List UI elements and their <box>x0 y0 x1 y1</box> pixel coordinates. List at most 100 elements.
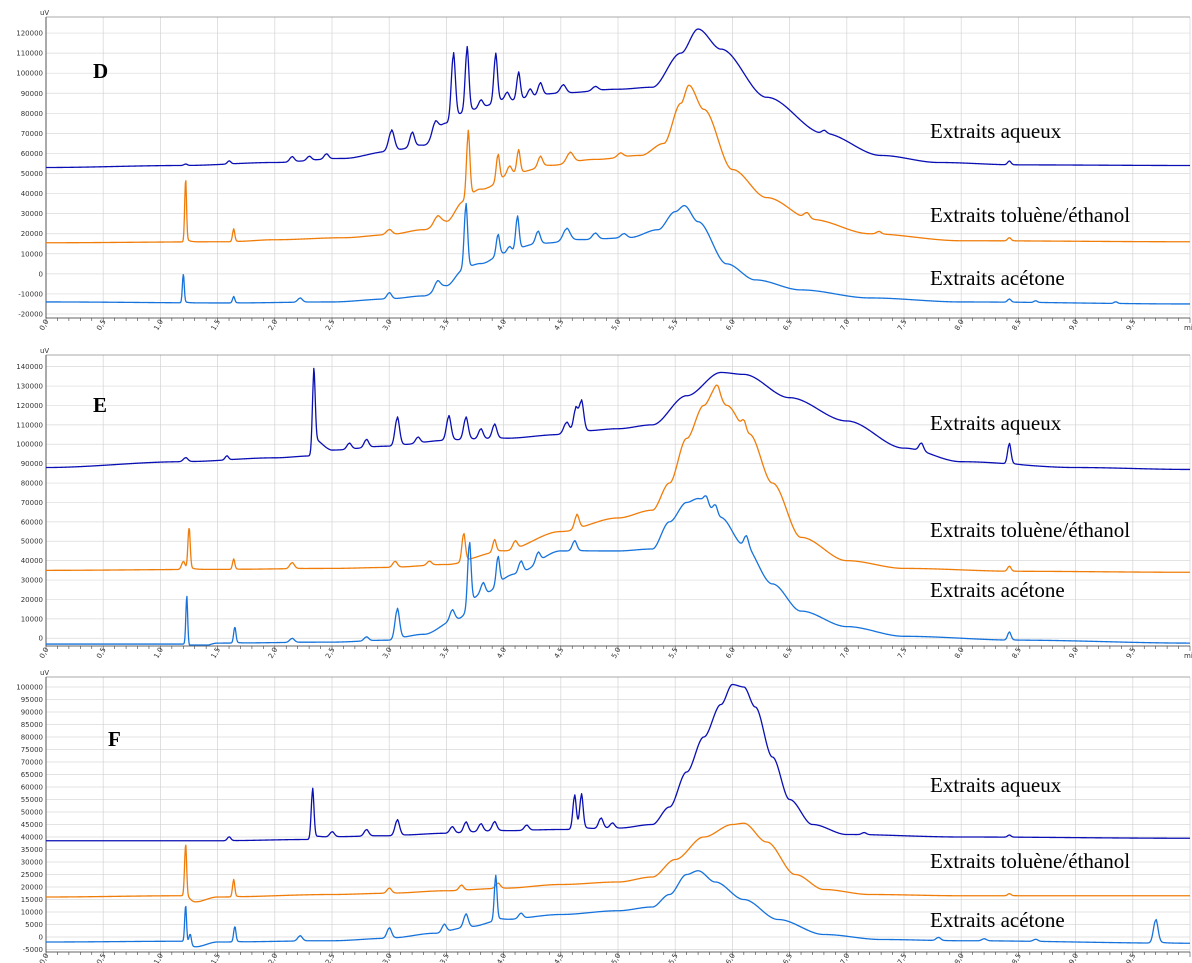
x-tick-label: 5,5 <box>667 318 679 332</box>
series-line-2 <box>45 384 1191 573</box>
y-tick-label: 30000 <box>21 859 43 867</box>
y-tick-label: 30000 <box>21 210 43 218</box>
x-tick-label: 6,0 <box>724 318 736 332</box>
y-tick-label: 70000 <box>21 130 43 138</box>
x-tick-label: 1,5 <box>210 318 222 332</box>
y-tick-label: 50000 <box>21 809 43 817</box>
y-tick-label: 90000 <box>21 460 43 468</box>
x-tick-label: 1,5 <box>210 952 222 963</box>
y-tick-label: 60000 <box>21 150 43 158</box>
x-tick-label: 7,0 <box>839 952 851 963</box>
y-tick-label: 80000 <box>21 110 43 118</box>
x-tick-label: 1,0 <box>152 952 164 963</box>
y-tick-label: -10000 <box>18 290 43 298</box>
series-label: Extraits toluène/éthanol <box>930 203 1130 227</box>
x-unit-label: mi <box>1184 324 1192 332</box>
panel-letter: E <box>93 393 107 417</box>
x-tick-label: 3,0 <box>381 318 393 332</box>
x-tick-label: 5,0 <box>610 646 622 660</box>
panel-F: -5000 0 5000 10000 15000 20000 25000 30000 35000… <box>16 669 1191 963</box>
series-line-1 <box>45 367 1191 471</box>
series-label: Extraits acétone <box>930 578 1065 602</box>
x-tick-label: 3,5 <box>438 646 450 660</box>
y-tick-label: 20000 <box>21 230 43 238</box>
y-tick-label: 10000 <box>21 615 43 623</box>
series-line-3 <box>45 870 1191 948</box>
y-tick-label: 90000 <box>21 709 43 717</box>
y-tick-label: 0 <box>39 270 43 278</box>
x-tick-label: 0,5 <box>95 318 107 332</box>
x-tick-label: 4,5 <box>553 646 565 660</box>
x-tick-label: 2,0 <box>267 952 279 963</box>
y-tick-label: 20000 <box>21 884 43 892</box>
x-tick-label: 5,5 <box>667 952 679 963</box>
x-tick-label: 4,0 <box>496 318 508 332</box>
series-line-2 <box>45 84 1191 244</box>
y-tick-label: 45000 <box>21 821 43 829</box>
y-tick-label: -5000 <box>23 946 43 954</box>
x-tick-label: 5,0 <box>610 952 622 963</box>
y-tick-label: 15000 <box>21 896 43 904</box>
y-unit-label: uV <box>40 347 49 355</box>
y-tick-label: 0 <box>39 635 43 643</box>
x-tick-label: 3,0 <box>381 646 393 660</box>
x-tick-label: 9,0 <box>1068 646 1080 660</box>
x-tick-label: 7,0 <box>839 646 851 660</box>
x-tick-label: 1,5 <box>210 646 222 660</box>
y-unit-label: uV <box>40 9 49 17</box>
x-tick-label: 5,5 <box>667 646 679 660</box>
x-tick-label: 8,5 <box>1010 646 1022 660</box>
panel-E: 0 10000 20000 30000 40000 50000 60000 70000 8000… <box>16 347 1192 660</box>
y-tick-label: 70000 <box>21 759 43 767</box>
x-tick-label: 9,0 <box>1068 318 1080 332</box>
x-tick-label: 6,0 <box>724 646 736 660</box>
x-tick-label: 9,5 <box>1125 952 1137 963</box>
series-label: Extraits toluène/éthanol <box>930 518 1130 542</box>
y-tick-label: 95000 <box>21 696 43 704</box>
x-tick-label: 8,0 <box>953 318 965 332</box>
y-tick-label: 40000 <box>21 557 43 565</box>
x-tick-label: 8,0 <box>953 646 965 660</box>
x-tick-label: 6,5 <box>782 318 794 332</box>
y-tick-label: 110000 <box>16 421 43 429</box>
y-tick-label: 60000 <box>21 518 43 526</box>
y-tick-label: 35000 <box>21 846 43 854</box>
x-tick-label: 3,5 <box>438 952 450 963</box>
x-tick-label: 9,5 <box>1125 646 1137 660</box>
x-tick-label: 0,5 <box>95 646 107 660</box>
y-tick-label: 75000 <box>21 746 43 754</box>
y-tick-label: 100000 <box>16 684 43 692</box>
x-tick-label: 1,0 <box>152 646 164 660</box>
x-tick-label: 9,5 <box>1125 318 1137 332</box>
panel-D: -20000 -10000 0 10000 20000 30000 40000 50000 60… <box>16 9 1192 332</box>
y-tick-label: 90000 <box>21 90 43 98</box>
series-line-3 <box>45 202 1191 305</box>
x-tick-label: 2,5 <box>324 952 336 963</box>
y-tick-label: 10000 <box>21 909 43 917</box>
series-line-1 <box>45 683 1191 842</box>
y-tick-label: -20000 <box>18 310 43 318</box>
y-tick-label: 40000 <box>21 834 43 842</box>
x-tick-label: 6,0 <box>724 952 736 963</box>
y-tick-label: 10000 <box>21 250 43 258</box>
x-tick-label: 5,0 <box>610 318 622 332</box>
y-tick-label: 0 <box>39 934 43 942</box>
x-tick-label: 7,0 <box>839 318 851 332</box>
x-tick-label: 2,0 <box>267 318 279 332</box>
y-tick-label: 120000 <box>16 402 43 410</box>
y-tick-label: 100000 <box>16 441 43 449</box>
y-tick-label: 5000 <box>25 921 43 929</box>
x-tick-label: 9,0 <box>1068 952 1080 963</box>
x-tick-label: 7,5 <box>896 952 908 963</box>
x-tick-label: 8,5 <box>1010 318 1022 332</box>
y-tick-label: 60000 <box>21 784 43 792</box>
x-tick-label: 4,5 <box>553 952 565 963</box>
x-tick-label: 3,0 <box>381 952 393 963</box>
x-unit-label: mi <box>1184 652 1192 660</box>
y-unit-label: uV <box>40 669 49 677</box>
panel-letter: F <box>108 727 121 751</box>
y-tick-label: 140000 <box>16 363 43 371</box>
y-tick-label: 55000 <box>21 796 43 804</box>
x-tick-label: 4,0 <box>496 646 508 660</box>
